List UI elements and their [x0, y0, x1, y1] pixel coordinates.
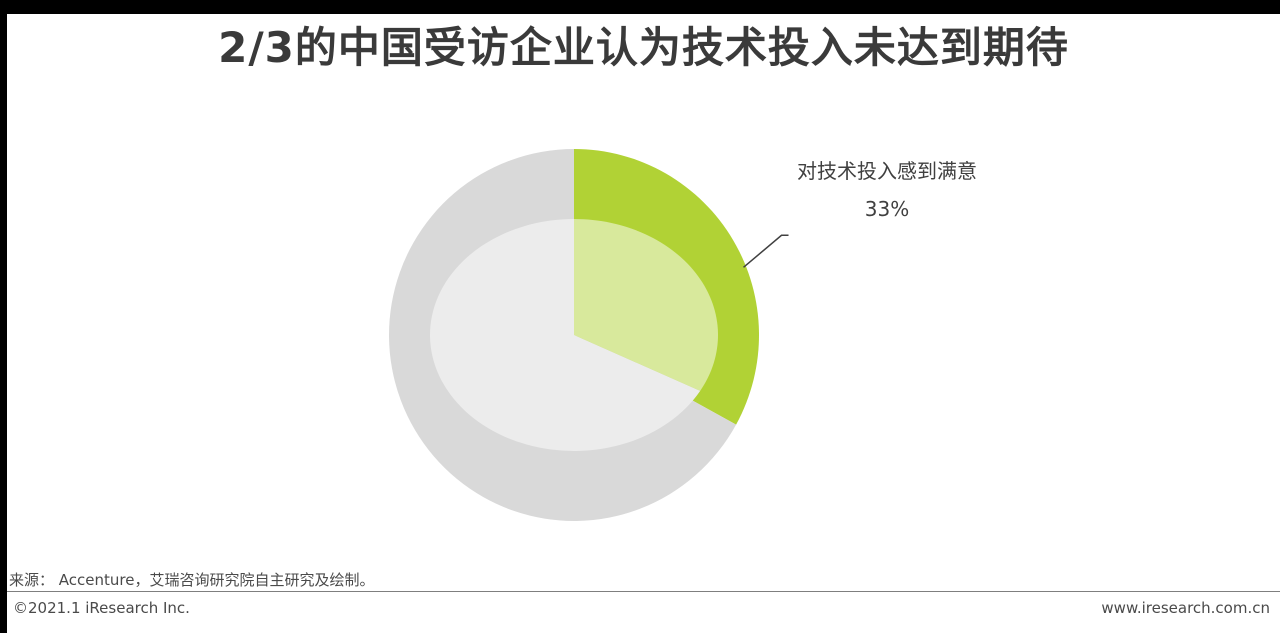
pie-slice-inner-1: [430, 219, 701, 451]
copyright-text: ©2021.1 iResearch Inc.: [13, 599, 190, 617]
slice-value-satisfied: 33%: [864, 197, 910, 221]
callout-leader-line: [743, 234, 789, 268]
slide: 2/3的中国受访企业认为技术投入未达到期待 对技术投入感到满意 33% 来源： …: [7, 14, 1280, 633]
pie-slice-inner-0: [574, 219, 718, 391]
chart-title: 2/3的中国受访企业认为技术投入未达到期待: [218, 23, 1069, 72]
footer-divider: [7, 591, 1280, 592]
website-link[interactable]: www.iresearch.com.cn: [1101, 599, 1270, 617]
slice-label-satisfied: 对技术投入感到满意: [797, 159, 977, 183]
pie-chart: [389, 149, 789, 521]
source-note: 来源： Accenture，艾瑞咨询研究院自主研究及绘制。: [9, 571, 375, 589]
